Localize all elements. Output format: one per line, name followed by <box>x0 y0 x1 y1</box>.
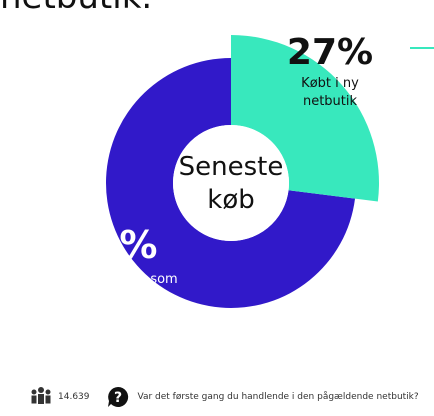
survey-question: Var det første gang du handlende i den p… <box>137 392 419 402</box>
description-new-line-1: Købt i ny <box>301 76 359 91</box>
description-existing-line-1: Købt i netbutik, som <box>46 272 177 287</box>
percent-label-existing: 73% <box>67 223 158 267</box>
description-existing-line-4: har handlet i <box>71 326 154 341</box>
description-existing-line-2: forbrugeren <box>73 290 150 305</box>
people-icon <box>31 387 51 404</box>
svg-text:?: ? <box>113 390 121 406</box>
center-label-line-1: Seneste <box>179 152 284 182</box>
description-existing-line-3: allerede tidligere <box>57 308 167 323</box>
slice-existing-shop <box>106 58 356 308</box>
center-circle <box>173 125 289 241</box>
footer: 14.639 ? Var det første gang du handlend… <box>30 382 430 412</box>
respondent-count: 14.639 <box>58 392 90 402</box>
question-bubble-icon: ? <box>107 386 128 407</box>
slice-new-shop <box>231 35 379 202</box>
center-label-line-2: køb <box>207 185 254 215</box>
page-heading: netbutik. <box>0 0 152 14</box>
percent-label-new: 27% <box>287 32 373 73</box>
description-new-line-2: netbutik <box>303 94 358 109</box>
